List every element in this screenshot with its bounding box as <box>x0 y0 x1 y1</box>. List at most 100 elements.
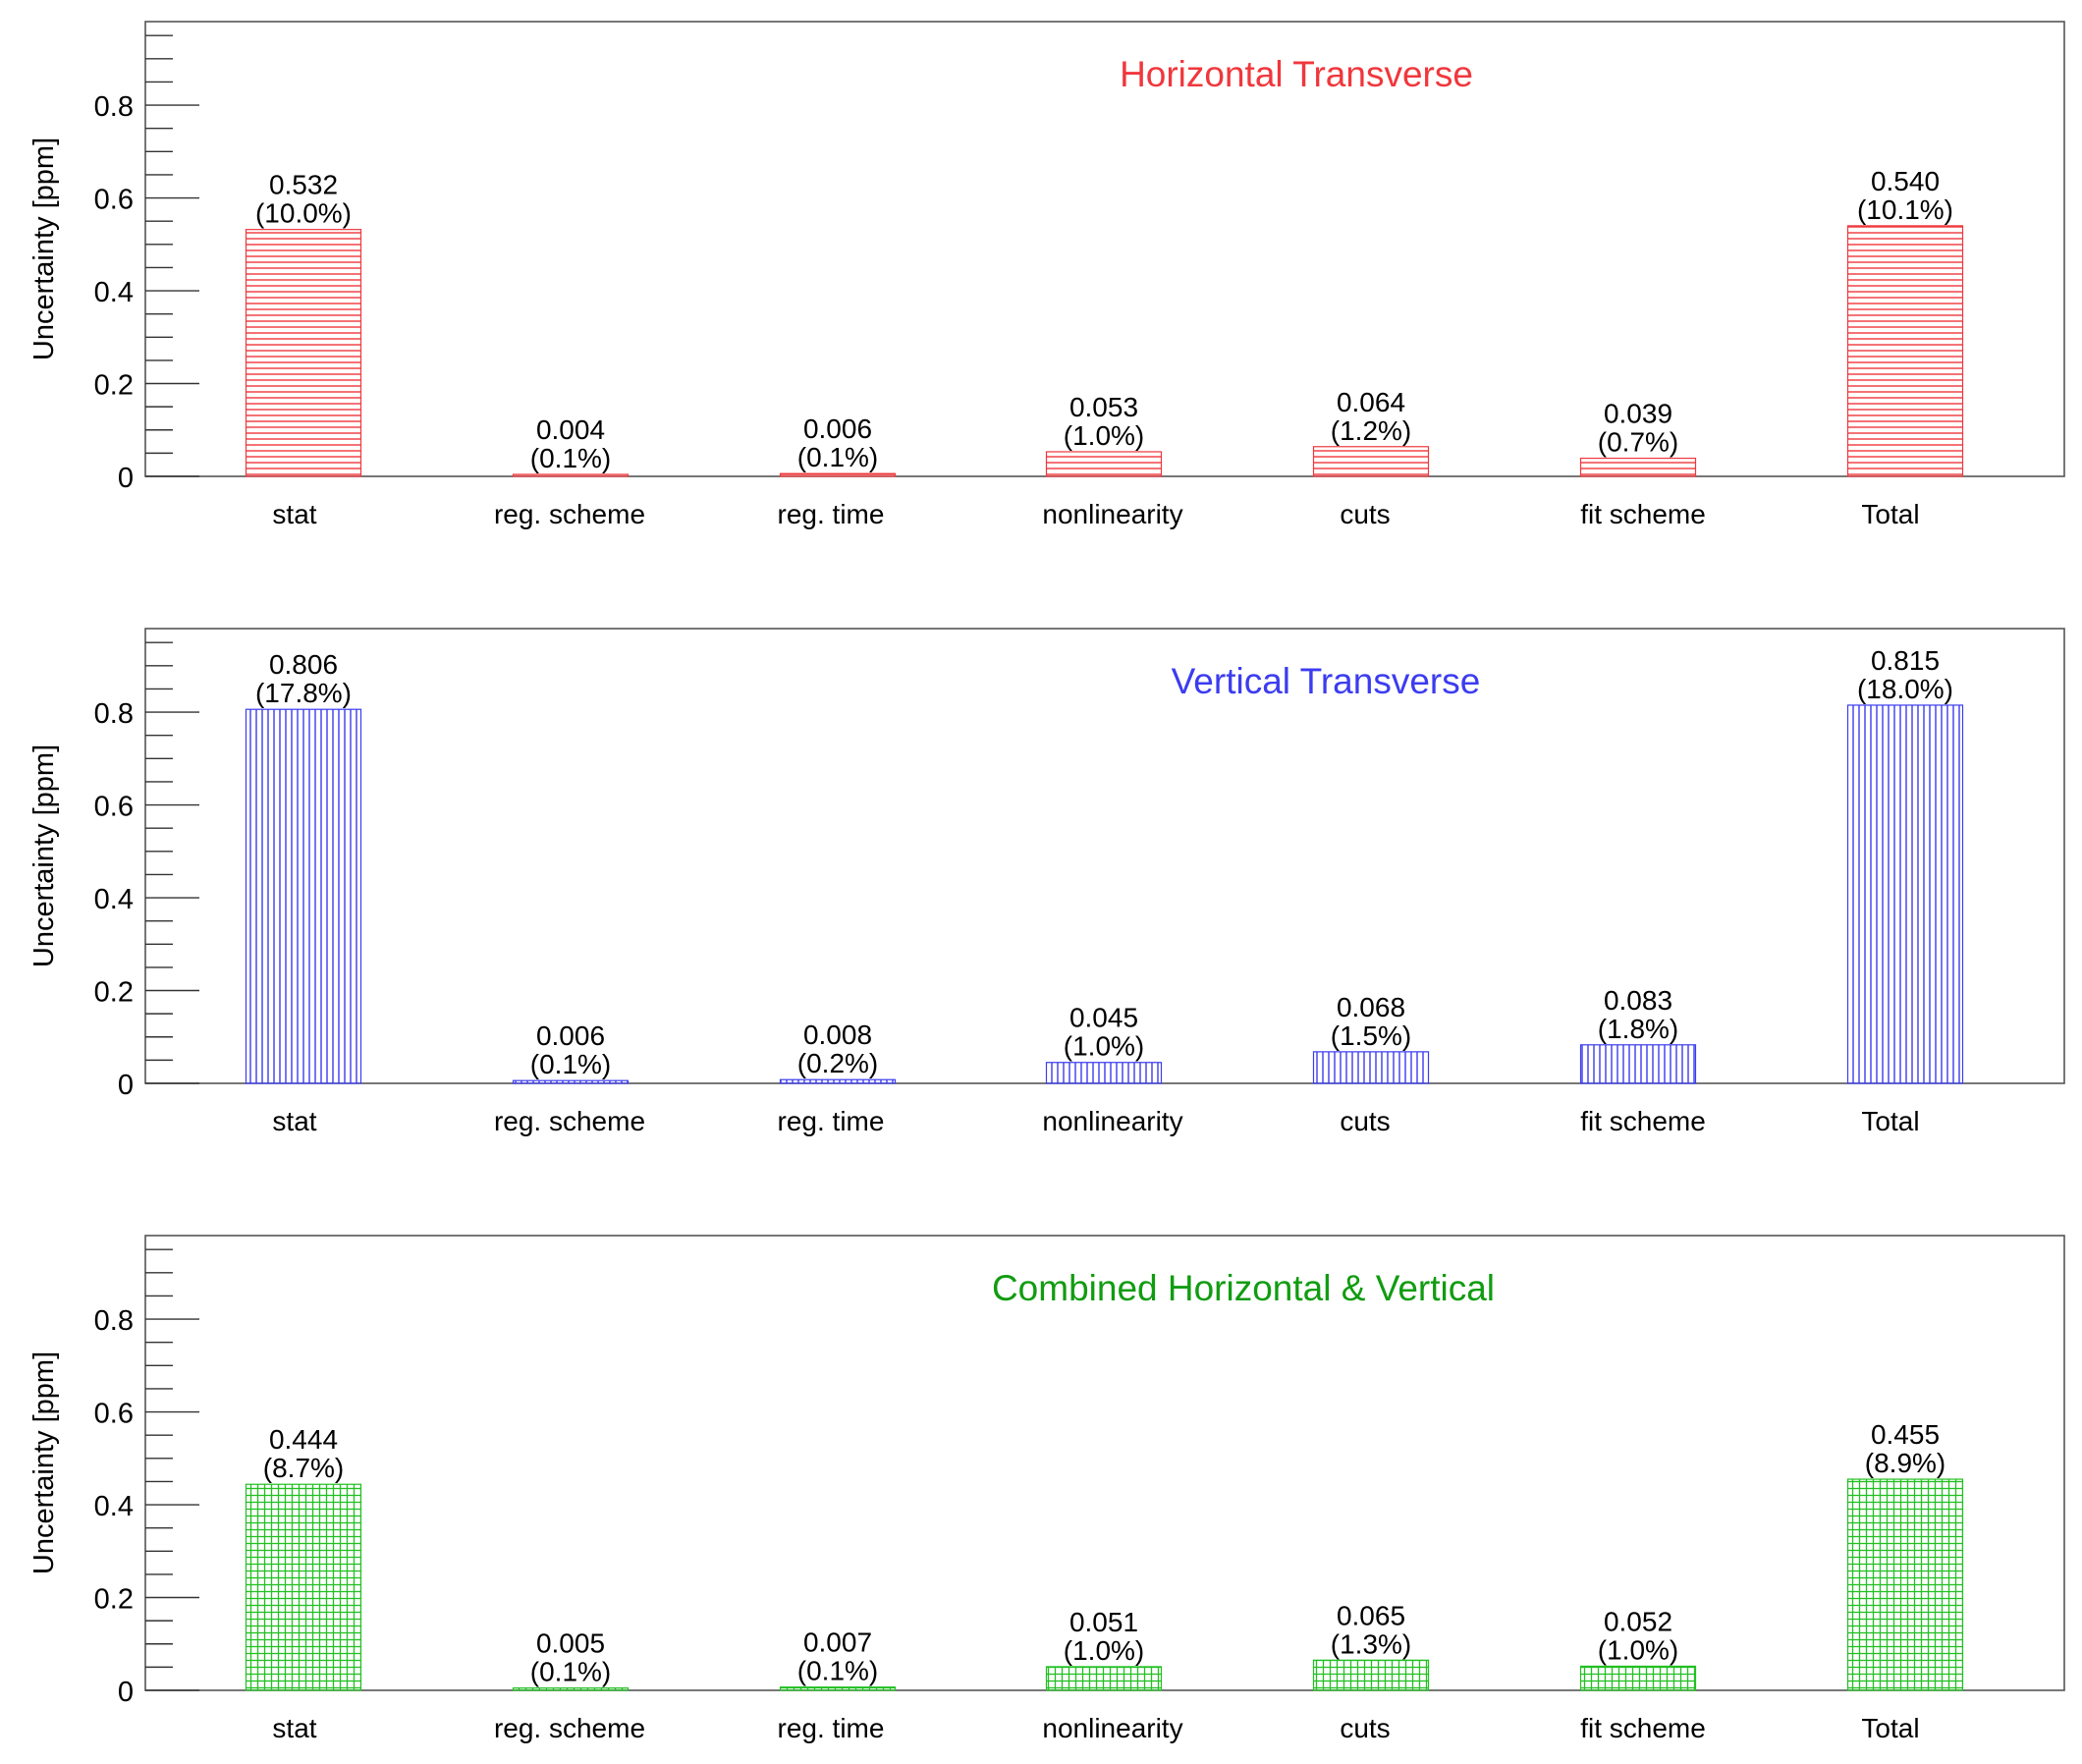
bar-group: 0.065(1.3%) <box>1312 1600 1430 1691</box>
bar-group: 0.006(0.1%) <box>779 413 897 477</box>
bar-value-label: 0.455 <box>1871 1419 1940 1450</box>
x-category-label: reg. scheme <box>494 499 645 529</box>
bar <box>1312 1051 1430 1084</box>
bar-percent-label: (17.8%) <box>255 678 352 708</box>
bar-group: 0.455(8.9%) <box>1846 1419 1964 1691</box>
bar-percent-label: (0.1%) <box>530 1657 611 1687</box>
bar-group: 0.004(0.1%) <box>512 414 630 477</box>
bar-value-label: 0.068 <box>1337 992 1405 1022</box>
bar-value-label: 0.006 <box>536 1020 605 1051</box>
bar-percent-label: (1.0%) <box>1064 1635 1144 1666</box>
x-category-label: reg. time <box>778 1106 885 1136</box>
chart-title: Vertical Transverse <box>1172 661 1481 701</box>
bar-value-label: 0.083 <box>1604 985 1672 1016</box>
bar <box>779 1686 897 1691</box>
x-category-label: nonlinearity <box>1042 1106 1182 1136</box>
bar-value-label: 0.051 <box>1069 1607 1138 1637</box>
bar-group: 0.051(1.0%) <box>1045 1607 1163 1691</box>
bar-value-label: 0.039 <box>1604 399 1672 429</box>
y-tick-label: 0.4 <box>94 1491 134 1522</box>
bar-percent-label: (1.0%) <box>1598 1634 1678 1665</box>
bar-group: 0.083(1.8%) <box>1579 985 1697 1084</box>
bar-value-label: 0.065 <box>1337 1600 1405 1630</box>
y-tick-label: 0.2 <box>94 977 134 1009</box>
bar <box>245 1483 362 1691</box>
bar-percent-label: (8.9%) <box>1865 1448 1945 1478</box>
bar-percent-label: (1.3%) <box>1331 1628 1411 1659</box>
x-category-label: nonlinearity <box>1042 1713 1182 1743</box>
bar-value-label: 0.444 <box>269 1424 338 1455</box>
y-tick-label: 0.4 <box>94 884 134 915</box>
bar-value-label: 0.052 <box>1604 1606 1672 1636</box>
bar <box>245 708 362 1084</box>
bar-group: 0.053(1.0%) <box>1045 392 1163 477</box>
x-category-label: stat <box>272 1713 316 1743</box>
y-tick-label: 0.8 <box>94 1305 134 1337</box>
bar <box>245 229 362 477</box>
y-axis-label: Uncertainty [ppm] <box>28 1351 60 1574</box>
bar-group: 0.052(1.0%) <box>1579 1606 1697 1691</box>
x-category-label: stat <box>272 499 316 529</box>
bar-group: 0.068(1.5%) <box>1312 992 1430 1084</box>
y-axis-label: Uncertainty [ppm] <box>28 744 60 967</box>
x-category-label: cuts <box>1340 1713 1390 1743</box>
bar-value-label: 0.005 <box>536 1628 605 1659</box>
x-category-label: fit scheme <box>1580 499 1706 529</box>
bar <box>1846 704 1964 1084</box>
bar-percent-label: (1.0%) <box>1064 1031 1144 1062</box>
bar-percent-label: (10.1%) <box>1857 194 1953 225</box>
bar-percent-label: (1.0%) <box>1064 420 1144 451</box>
chart-panel-2: 0 0.2 0.4 0.6 0.8 Uncertainty [ppm] Vertical T… <box>28 628 2065 1136</box>
chart-title: Horizontal Transverse <box>1120 54 1473 94</box>
bar-percent-label: (0.1%) <box>797 442 878 472</box>
y-tick-label: 0.6 <box>94 1399 134 1430</box>
chart-panel-1: 0 0.2 0.4 0.6 0.8 Uncertainty [ppm] Horizontal… <box>28 21 2065 529</box>
bar-group: 0.806(17.8%) <box>245 649 362 1084</box>
bar-percent-label: (0.7%) <box>1598 427 1678 458</box>
bar-group: 0.815(18.0%) <box>1846 645 1964 1084</box>
y-tick-label: 0.8 <box>94 698 134 730</box>
bar-percent-label: (0.2%) <box>797 1048 878 1078</box>
x-category-label: fit scheme <box>1580 1713 1706 1743</box>
y-tick-label: 0.8 <box>94 91 134 123</box>
y-tick-label: 0.6 <box>94 792 134 823</box>
y-tick-label: 0 <box>118 1070 134 1101</box>
bar <box>512 1079 630 1084</box>
bar-group: 0.006(0.1%) <box>512 1020 630 1084</box>
x-category-label: reg. time <box>778 1713 885 1743</box>
x-category-label: fit scheme <box>1580 1106 1706 1136</box>
bar-value-label: 0.008 <box>803 1020 872 1050</box>
bar-group: 0.039(0.7%) <box>1579 399 1697 477</box>
chart-panel-3: 0 0.2 0.4 0.6 0.8 Uncertainty [ppm] Combined H… <box>28 1235 2065 1743</box>
bar <box>1312 446 1430 477</box>
x-category-label: reg. time <box>778 499 885 529</box>
bar-value-label: 0.815 <box>1871 645 1940 676</box>
x-category-label: Total <box>1861 1106 1919 1136</box>
bar-group: 0.008(0.2%) <box>779 1020 897 1084</box>
bar-value-label: 0.004 <box>536 414 605 445</box>
bar-group: 0.444(8.7%) <box>245 1424 362 1691</box>
bar <box>512 1687 630 1691</box>
bar <box>1579 1665 1697 1691</box>
bar-group: 0.005(0.1%) <box>512 1628 630 1691</box>
y-tick-label: 0 <box>118 463 134 494</box>
bar <box>512 473 630 477</box>
bar-value-label: 0.532 <box>269 170 338 200</box>
y-tick-label: 0.4 <box>94 277 134 308</box>
chart-panels: 0 0.2 0.4 0.6 0.8 Uncertainty [ppm] Horizontal… <box>28 21 2065 1743</box>
bar-percent-label: (8.7%) <box>263 1453 344 1483</box>
bar <box>779 472 897 477</box>
x-category-label: nonlinearity <box>1042 499 1182 529</box>
bar-value-label: 0.806 <box>269 649 338 680</box>
bar-percent-label: (0.1%) <box>797 1656 878 1686</box>
bar-percent-label: (1.2%) <box>1331 415 1411 446</box>
bar <box>1045 1062 1163 1084</box>
bar-group: 0.532(10.0%) <box>245 170 362 477</box>
bar-percent-label: (0.1%) <box>530 1049 611 1079</box>
chart-title: Combined Horizontal & Vertical <box>992 1268 1495 1308</box>
bar-value-label: 0.006 <box>803 413 872 444</box>
bar-percent-label: (1.8%) <box>1598 1014 1678 1044</box>
bar-group: 0.007(0.1%) <box>779 1627 897 1691</box>
y-tick-label: 0.6 <box>94 185 134 216</box>
x-category-label: reg. scheme <box>494 1106 645 1136</box>
